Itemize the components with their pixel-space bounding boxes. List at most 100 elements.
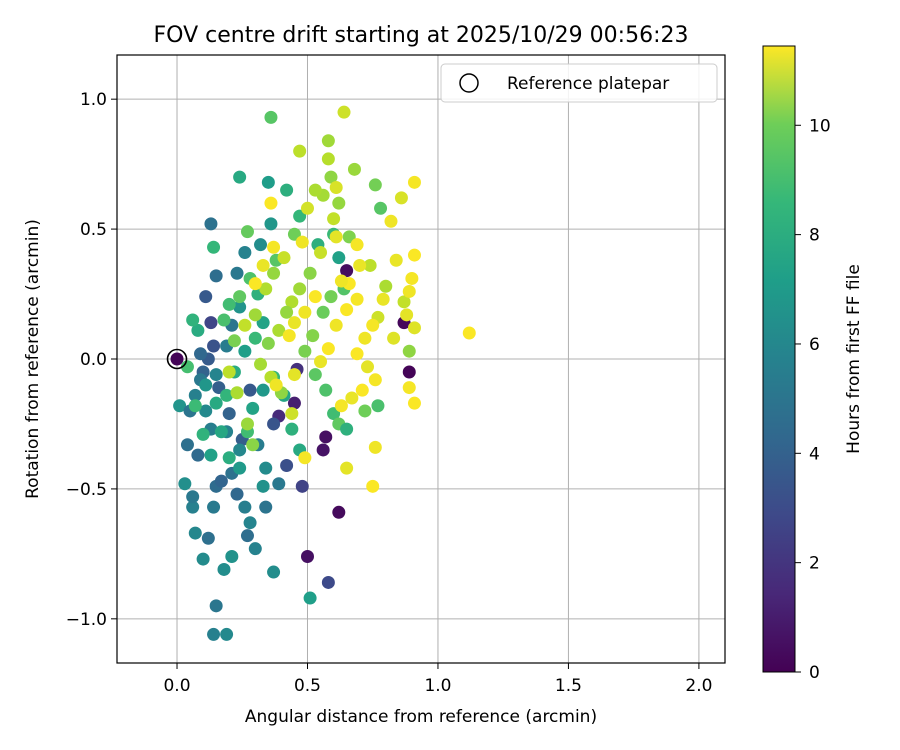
data-point [334,399,348,413]
data-point [207,500,221,514]
data-point [379,279,393,293]
data-point [321,575,335,589]
data-point [407,248,421,262]
data-point [188,388,202,402]
data-point [259,461,273,475]
data-point [368,178,382,192]
data-point [324,170,338,184]
data-point [199,404,213,418]
data-point [233,290,247,304]
data-point [340,461,354,475]
colorbar-label: Hours from first FF file [844,264,864,454]
data-point [337,105,351,119]
y-axis-ticks: 1.0 0.5 0.0 −0.5 −1.0 [66,90,117,630]
colorbar-tick-label: 4 [809,444,820,464]
data-point [332,196,346,210]
data-point [186,313,200,327]
data-point [214,474,228,488]
data-point [298,344,312,358]
data-point [199,290,213,304]
data-point [188,399,202,413]
data-point [217,562,231,576]
data-point [376,292,390,306]
data-point [340,264,354,278]
reference-platepar-marker [166,348,188,370]
data-point [199,378,213,392]
data-point [264,110,278,124]
data-point [238,344,252,358]
data-point [319,430,333,444]
data-point [350,347,364,361]
data-point [300,549,314,563]
data-point [345,391,359,405]
data-point [327,212,341,226]
data-point [243,516,257,530]
data-point [214,425,228,439]
data-point [280,183,294,197]
colorbar-ticks: 0 2 4 6 8 10 [795,116,831,683]
data-points [170,105,476,641]
data-point [204,316,218,330]
data-point [204,217,218,231]
data-point [308,183,322,197]
legend: Reference platepar [440,63,718,103]
data-point [272,477,286,491]
data-point [308,290,322,304]
data-point [321,152,335,166]
data-point [321,134,335,148]
x-tick-label: 0.0 [163,676,190,696]
data-point [269,378,283,392]
data-point [280,459,294,473]
data-point [287,316,301,330]
x-axis-label: Angular distance from reference (arcmin) [245,707,597,727]
y-tick-label: −1.0 [66,610,107,630]
data-point [256,479,270,493]
data-point [368,440,382,454]
data-point [186,500,200,514]
data-point [295,235,309,249]
data-point [209,396,223,410]
data-point [220,627,234,641]
data-point [308,368,322,382]
data-point [267,565,281,579]
data-point [285,295,299,309]
y-axis-label: Rotation from reference (arcmin) [23,219,43,499]
data-point [277,251,291,265]
data-point [246,438,260,452]
data-point [387,331,401,345]
data-point [261,336,275,350]
data-point [340,303,354,317]
data-point [201,531,215,545]
data-point [240,529,254,543]
colorbar-tick-label: 8 [809,226,820,246]
data-point [394,191,408,205]
data-point [363,258,377,272]
reference-marker [166,348,188,370]
data-point [287,368,301,382]
data-point [243,383,257,397]
data-point [248,308,262,322]
data-point [196,552,210,566]
data-point [261,175,275,189]
legend-label: Reference platepar [507,74,669,94]
data-point [222,451,236,465]
y-tick-label: 0.0 [80,350,107,370]
data-point [194,347,208,361]
data-point [222,365,236,379]
data-point [358,404,372,418]
data-point [222,407,236,421]
data-point [402,365,416,379]
x-tick-label: 0.5 [294,676,321,696]
data-point [314,355,328,369]
data-point [207,627,221,641]
data-point [240,225,254,239]
data-point [303,591,317,605]
data-point [254,357,268,371]
data-point [316,305,330,319]
data-point [186,490,200,504]
data-point [248,277,262,291]
data-point [254,238,268,252]
data-point [407,175,421,189]
grid-lines [117,55,725,663]
data-point [400,308,414,322]
